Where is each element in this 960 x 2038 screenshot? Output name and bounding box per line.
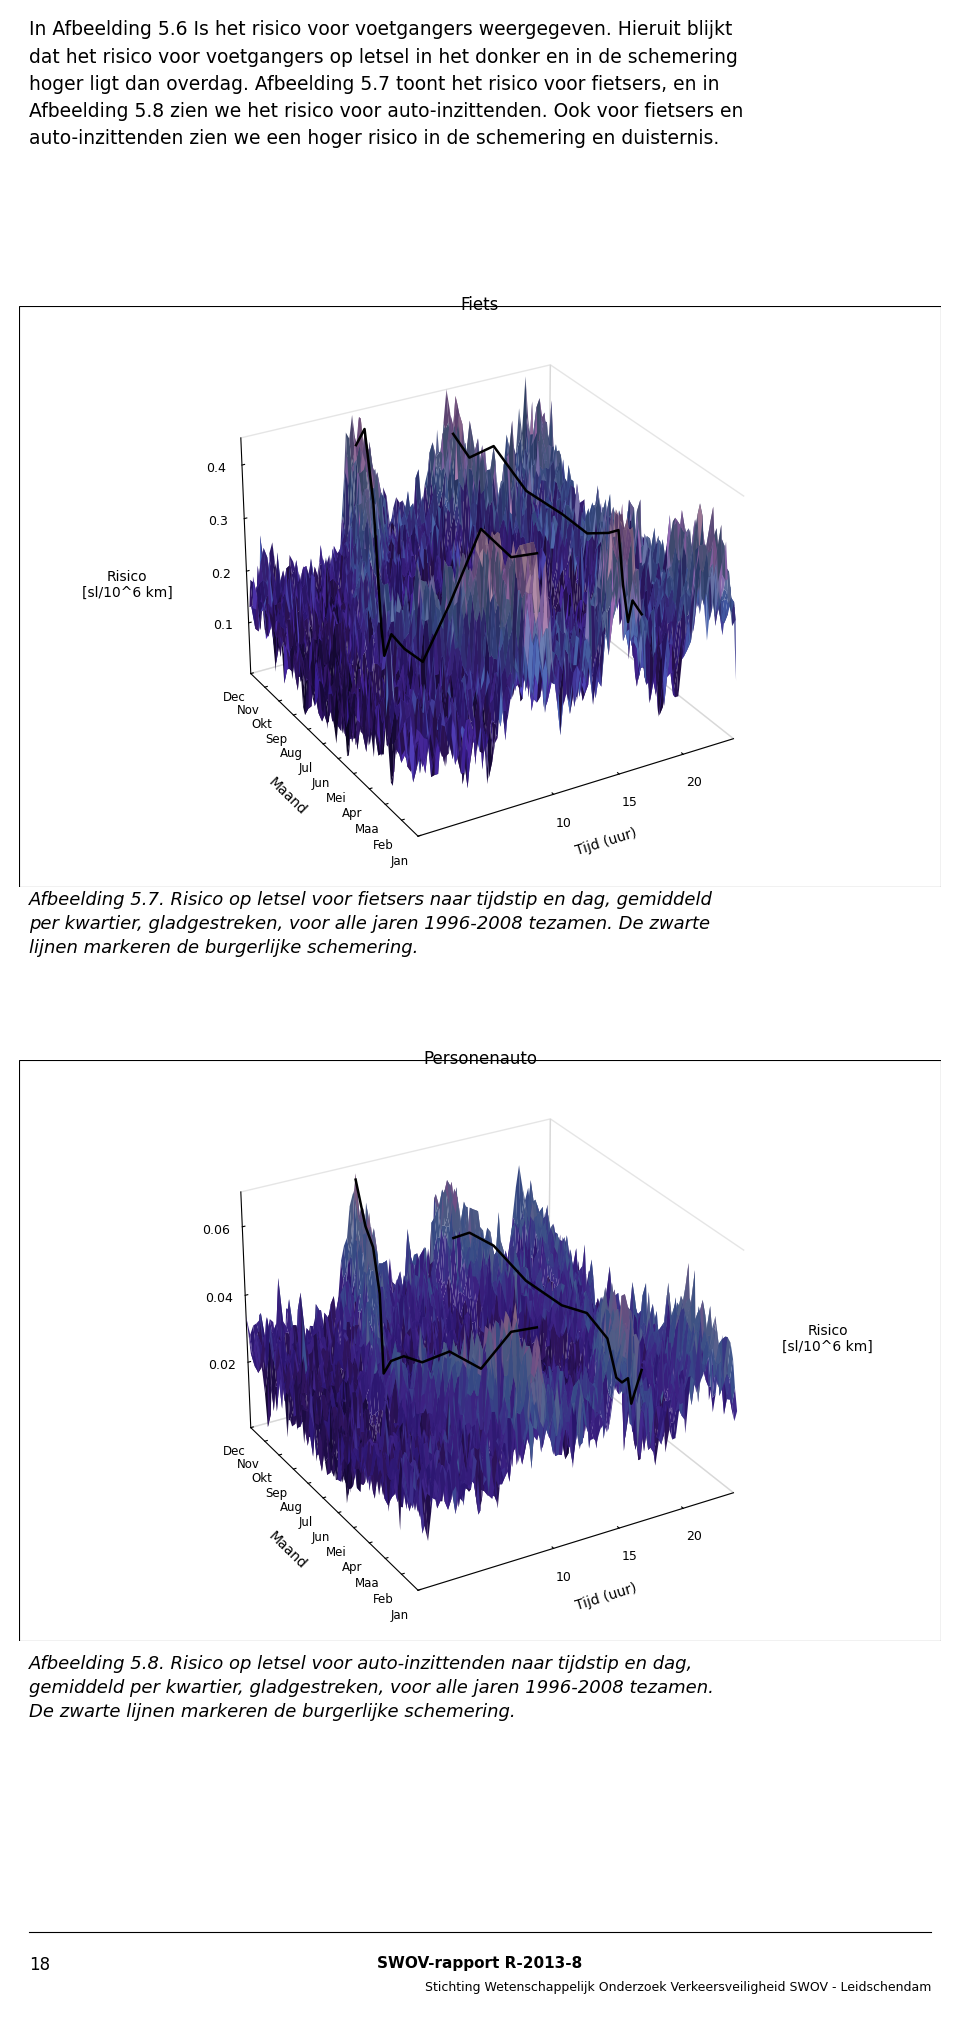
- Title: Fiets: Fiets: [461, 296, 499, 314]
- Text: Risico
[sl/10^6 km]: Risico [sl/10^6 km]: [82, 571, 172, 599]
- X-axis label: Tijd (uur): Tijd (uur): [574, 1579, 638, 1612]
- Text: Risico
[sl/10^6 km]: Risico [sl/10^6 km]: [782, 1325, 873, 1353]
- Text: Afbeelding 5.8. Risico op letsel voor auto-inzittenden naar tijdstip en dag,
gem: Afbeelding 5.8. Risico op letsel voor au…: [29, 1655, 713, 1722]
- Y-axis label: Maand: Maand: [265, 774, 308, 817]
- Text: SWOV-rapport R-2013-8: SWOV-rapport R-2013-8: [377, 1956, 583, 1971]
- Text: Afbeelding 5.7. Risico op letsel voor fietsers naar tijdstip en dag, gemiddeld
p: Afbeelding 5.7. Risico op letsel voor fi…: [29, 891, 712, 958]
- Text: Stichting Wetenschappelijk Onderzoek Verkeersveiligheid SWOV - Leidschendam: Stichting Wetenschappelijk Onderzoek Ver…: [425, 1981, 931, 1993]
- X-axis label: Tijd (uur): Tijd (uur): [574, 825, 638, 858]
- Title: Personenauto: Personenauto: [423, 1050, 537, 1068]
- Text: 18: 18: [29, 1956, 50, 1975]
- Y-axis label: Maand: Maand: [265, 1528, 308, 1571]
- Text: In Afbeelding 5.6 Is het risico voor voetgangers weergegeven. Hieruit blijkt
dat: In Afbeelding 5.6 Is het risico voor voe…: [29, 20, 743, 149]
